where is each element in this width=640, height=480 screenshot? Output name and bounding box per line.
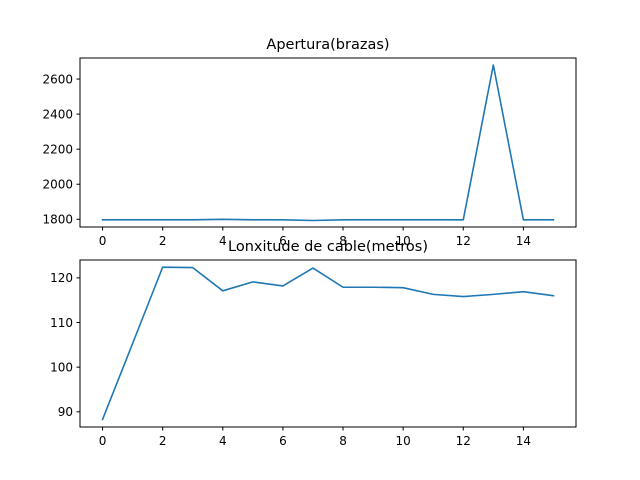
x-tick-label: 4 <box>219 234 227 248</box>
y-tick-label: 2400 <box>42 107 73 121</box>
axes-frame <box>79 259 577 428</box>
y-tick-label: 100 <box>50 360 73 374</box>
y-tick-label: 90 <box>58 405 73 419</box>
x-tick-label: 2 <box>159 434 167 448</box>
x-tick-label: 0 <box>99 234 107 248</box>
y-tick-label: 2200 <box>42 142 73 156</box>
series-line-0-0 <box>101 64 555 222</box>
chart-lonxitude-cable: 0 2 4 6 8 10 12 14 90 100 110 120 Lonxitude de cable… <box>50 239 577 448</box>
y-tick-label: 120 <box>50 271 73 285</box>
x-tick-label: 10 <box>396 434 411 448</box>
y-tick-label: 2000 <box>42 178 73 192</box>
x-tick-label: 8 <box>339 434 347 448</box>
x-tick-label: 14 <box>516 434 531 448</box>
y-tick-label: 1800 <box>42 213 73 227</box>
x-tick-label: 6 <box>279 434 287 448</box>
chart-title: Lonxitude de cable(metros) <box>228 239 428 255</box>
x-tick-label: 8 <box>339 234 347 248</box>
chart-title: Apertura(brazas) <box>266 37 389 53</box>
x-tick-label: 12 <box>456 234 471 248</box>
y-tick-label: 2600 <box>42 72 73 86</box>
x-tick-label: 14 <box>516 234 531 248</box>
x-tick-label: 12 <box>456 434 471 448</box>
chart-apertura: 0 2 4 6 8 10 12 14 1800 2000 2200 2400 2600 Apertura(… <box>42 37 577 248</box>
series-line-1-0 <box>101 266 555 421</box>
x-tick-label: 10 <box>396 234 411 248</box>
x-tick-label: 0 <box>99 434 107 448</box>
x-tick-label: 2 <box>159 234 167 248</box>
x-tick-label: 6 <box>279 234 287 248</box>
x-tick-label: 4 <box>219 434 227 448</box>
axes-frame <box>79 57 577 228</box>
y-tick-label: 110 <box>50 316 73 330</box>
